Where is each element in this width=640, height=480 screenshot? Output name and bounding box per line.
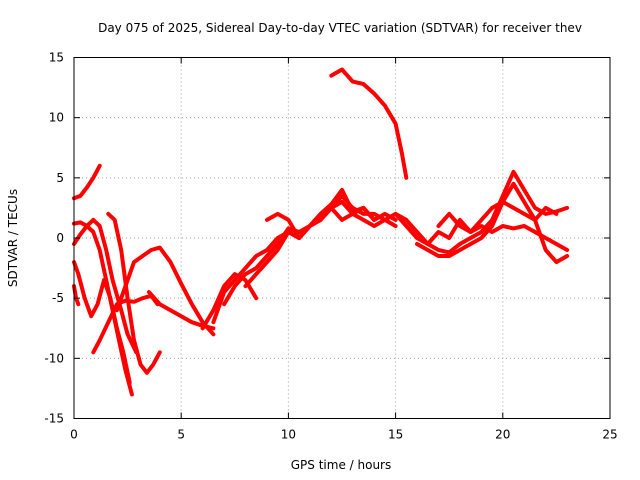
- x-tick-label: 0: [70, 428, 78, 442]
- series-line-arc-10: [211, 193, 409, 325]
- axis-ticks: 0 5 10 15 20 25 -15 -10 -5 0 5 10 15: [44, 51, 617, 442]
- grid-lines: [74, 57, 610, 419]
- y-tick-label: -5: [52, 291, 64, 305]
- series-line-arc-6: [91, 293, 160, 355]
- x-axis-label: GPS time / hours: [291, 458, 392, 472]
- y-tick-label: 5: [56, 171, 64, 185]
- y-tick-label: -10: [44, 351, 64, 365]
- series-line-arc-5: [72, 284, 81, 307]
- y-axis-label: SDTVAR / TECUs: [6, 189, 20, 287]
- x-tick-label: 20: [495, 428, 510, 442]
- x-tick-label: 5: [177, 428, 185, 442]
- series-line-arc-14: [265, 205, 398, 240]
- y-tick-label: 15: [49, 51, 64, 65]
- x-tick-label: 25: [602, 428, 617, 442]
- x-tick-label: 15: [388, 428, 403, 442]
- series-line-arc-13: [200, 272, 259, 331]
- data-series: [72, 67, 570, 397]
- series-line-arc-19: [436, 199, 559, 234]
- y-tick-label: 0: [56, 231, 64, 245]
- chart-title: Day 075 of 2025, Sidereal Day-to-day VTE…: [98, 21, 582, 35]
- series-line-arc-15: [329, 67, 409, 180]
- series-line-arc-8: [114, 245, 216, 337]
- series-line-arc-4: [72, 217, 139, 355]
- y-tick-label: 10: [49, 111, 64, 125]
- y-tick-label: -15: [44, 412, 64, 426]
- series-line-arc-3: [72, 260, 132, 385]
- x-tick-label: 10: [281, 428, 296, 442]
- series-line-arc-1: [72, 163, 102, 201]
- series-line-arc-18: [415, 181, 570, 265]
- series-line-arc-2: [72, 220, 134, 397]
- series-line-arc-7: [106, 211, 162, 375]
